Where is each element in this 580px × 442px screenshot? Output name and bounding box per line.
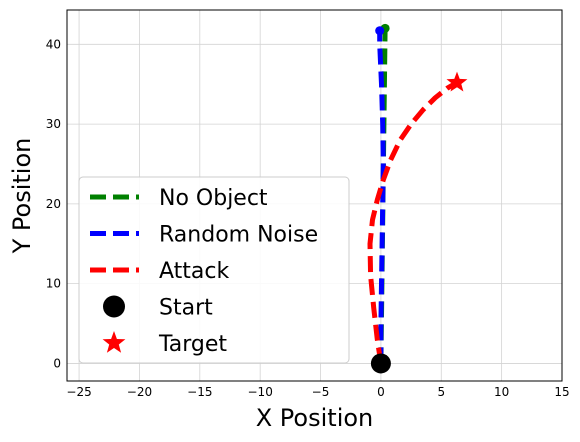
legend-label: Start (159, 296, 213, 321)
x-tick-label: −15 (187, 385, 212, 399)
legend-label: No Object (159, 186, 268, 211)
x-tick-label: −20 (127, 385, 152, 399)
endpoint-dot (375, 26, 385, 36)
x-axis-label: X Position (256, 404, 374, 432)
legend-swatch-target (102, 331, 126, 353)
y-tick-label: 10 (46, 277, 61, 291)
x-tick-label: 5 (437, 385, 445, 399)
series-line-attack (367, 80, 459, 364)
x-tick-label: 15 (554, 385, 569, 399)
x-tick-label: 10 (494, 385, 509, 399)
x-tick-label: −10 (248, 385, 273, 399)
legend-label: Attack (159, 259, 229, 284)
y-axis-label: Y Position (8, 138, 36, 255)
y-tick-label: 30 (46, 117, 61, 131)
x-tick-label: −25 (66, 385, 91, 399)
y-tick-label: 20 (46, 197, 61, 211)
legend-swatch-start (103, 295, 125, 318)
legend-label: Random Noise (159, 223, 318, 248)
x-tick-label: −5 (312, 385, 330, 399)
axis-ticks: −25 −20 −15 −10 −5 0 5 10 15 0 10 20 30 40 (46, 37, 570, 399)
plot-frame (66, 9, 563, 382)
x-tick-label: 0 (377, 385, 385, 399)
start-marker (370, 353, 391, 374)
series-line-random-noise (377, 30, 386, 364)
legend: No Object Random Noise Attack Start Target (78, 176, 350, 364)
marker-layer (370, 23, 468, 374)
legend-label: Target (158, 332, 227, 357)
y-tick-label: 0 (53, 356, 61, 370)
y-tick-label: 40 (46, 37, 61, 51)
series-layer (367, 28, 459, 364)
target-marker (446, 71, 468, 92)
legend-box (78, 176, 350, 364)
